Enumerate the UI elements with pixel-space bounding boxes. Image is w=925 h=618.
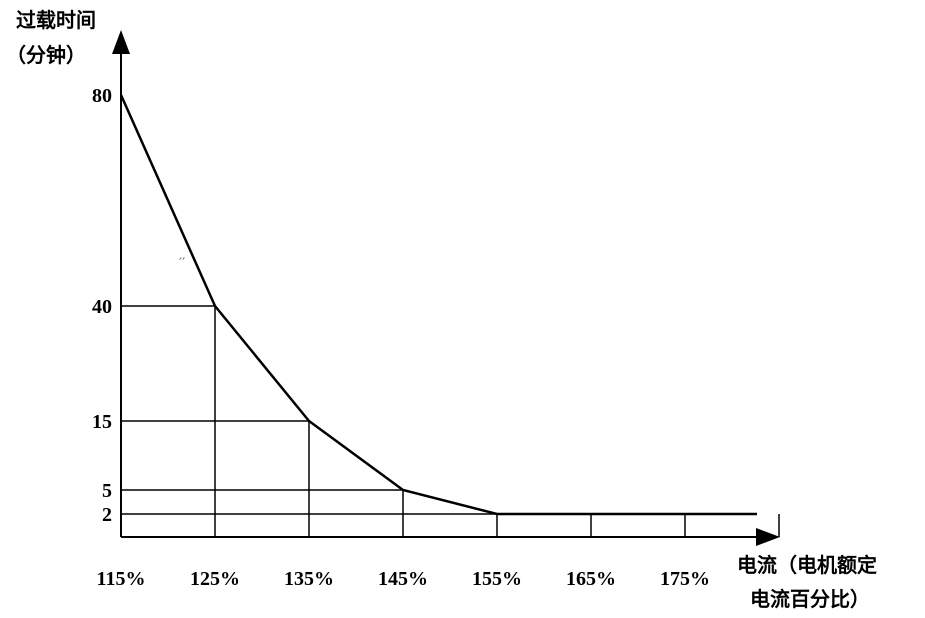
y-tick-label: 15 (92, 411, 112, 433)
y-axis-arrow-icon (112, 30, 130, 54)
y-tick-label: 80 (92, 85, 112, 107)
x-tick-label: 115% (97, 568, 146, 590)
y-tick-label: 5 (102, 480, 112, 502)
x-axis-arrow-icon (756, 528, 780, 546)
x-tick-label: 135% (284, 568, 334, 590)
series-line (119, 94, 757, 516)
x-tick-label: 145% (378, 568, 428, 590)
series-layer (119, 94, 758, 516)
x-tick-label: 155% (472, 568, 522, 590)
y-tick-label: 40 (92, 296, 112, 318)
x-tick-label: 165% (566, 568, 616, 590)
x-tick-label: 125% (190, 568, 240, 590)
grid-lines (121, 305, 780, 537)
x-axis-title-line1: 电流（电机额定 (737, 553, 877, 577)
x-axis-title-line2: 电流百分比） (750, 587, 870, 611)
x-tick-labels: 115% 125% 135% 145% 155% 165% 175% (97, 568, 710, 590)
y-axis-title-line1: 过载时间 (16, 8, 96, 32)
stray-mark: ′′ (179, 256, 185, 272)
axes (112, 30, 780, 546)
y-tick-label: 2 (102, 504, 112, 526)
x-tick-label: 175% (660, 568, 710, 590)
y-axis-title-line2: （分钟） (6, 43, 86, 67)
y-tick-labels: 80 40 15 52 (92, 85, 112, 526)
